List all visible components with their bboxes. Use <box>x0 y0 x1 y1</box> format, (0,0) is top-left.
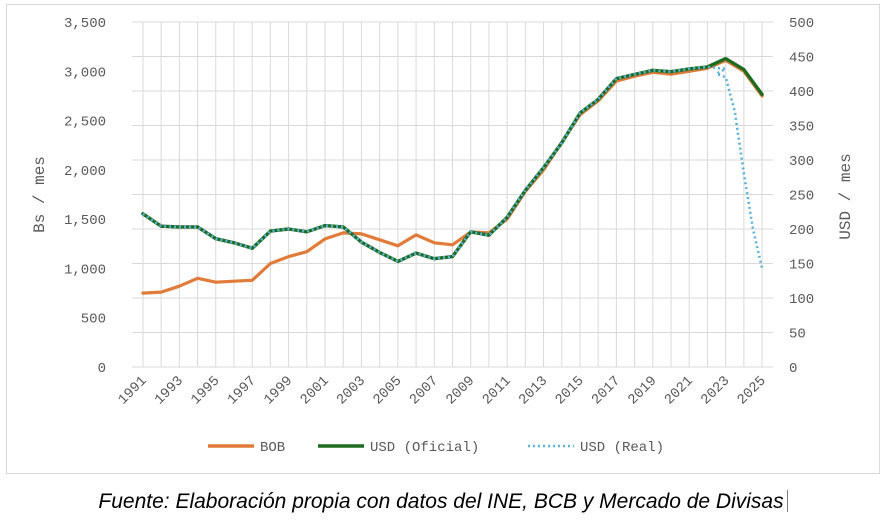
y-right-tick-label: 300 <box>789 154 814 170</box>
x-tick-label: 2015 <box>552 373 587 408</box>
text-cursor <box>786 490 788 512</box>
y-left-tick-label: 0 <box>98 361 106 377</box>
legend-label: USD (Real) <box>580 440 664 456</box>
legend-label: BOB <box>260 440 285 456</box>
source-caption: Fuente: Elaboración propia con datos del… <box>0 490 886 514</box>
y-left-tick-label: 2,000 <box>64 164 106 180</box>
legend-label: USD (Oficial) <box>370 440 479 456</box>
y-left-tick-label: 3,500 <box>64 16 106 32</box>
x-tick-label: 2001 <box>297 373 332 408</box>
x-tick-label: 2017 <box>589 373 624 408</box>
x-tick-label: 1997 <box>225 373 260 408</box>
x-tick-label: 2013 <box>516 373 551 408</box>
y-right-tick-label: 500 <box>789 16 814 32</box>
y-right-tick-label: 350 <box>789 120 814 136</box>
series-line-bob <box>141 58 764 295</box>
x-tick-label: 2023 <box>698 373 733 408</box>
x-tick-label: 1999 <box>261 373 296 408</box>
y-right-tick-label: 100 <box>789 292 814 308</box>
y-right-axis-label: USD / mes <box>837 153 855 239</box>
line-chart: 0 500 1,000 1,500 2,000 2,500 3,000 3,500 0 50 100… <box>31 16 855 456</box>
x-tick-label: 2019 <box>625 373 660 408</box>
x-tick-label: 2011 <box>480 373 515 408</box>
y-right-tick-label: 200 <box>789 223 814 239</box>
y-right-tick-label: 450 <box>789 51 814 67</box>
y-left-axis-label: Bs / mes <box>31 156 49 233</box>
legend-item-usd-oficial: USD (Oficial) <box>318 440 479 456</box>
y-left-tick-label: 2,500 <box>64 115 106 131</box>
series-line-usd-real <box>142 65 764 269</box>
x-tick-label: 2007 <box>407 373 442 408</box>
x-tick-label: 2009 <box>443 373 478 408</box>
y-right-tick-label: 250 <box>789 189 814 205</box>
x-tick-label: 2021 <box>662 373 697 408</box>
x-tick-label: 2005 <box>370 373 405 408</box>
x-tick-label: 1995 <box>188 373 223 408</box>
y-right-tick-label: 0 <box>789 361 797 377</box>
y-right-tick-label: 400 <box>789 85 814 101</box>
chart-frame <box>6 4 880 474</box>
y-right-tick-label: 50 <box>789 327 806 343</box>
x-tick-label: 2025 <box>735 373 770 408</box>
y-left-tick-label: 1,000 <box>64 262 106 278</box>
legend-item-bob: BOB <box>208 440 285 456</box>
x-tick-label: 1991 <box>115 373 150 408</box>
y-right-tick-label: 150 <box>789 258 814 274</box>
y-left-tick-label: 500 <box>81 312 106 328</box>
legend-item-usd-real: USD (Real) <box>528 440 664 456</box>
y-left-tick-label: 1,500 <box>64 213 106 229</box>
x-tick-label: 2003 <box>334 373 369 408</box>
y-left-tick-label: 3,000 <box>64 65 106 81</box>
x-tick-label: 1993 <box>152 373 187 408</box>
source-caption-text: Fuente: Elaboración propia con datos del… <box>98 490 784 513</box>
